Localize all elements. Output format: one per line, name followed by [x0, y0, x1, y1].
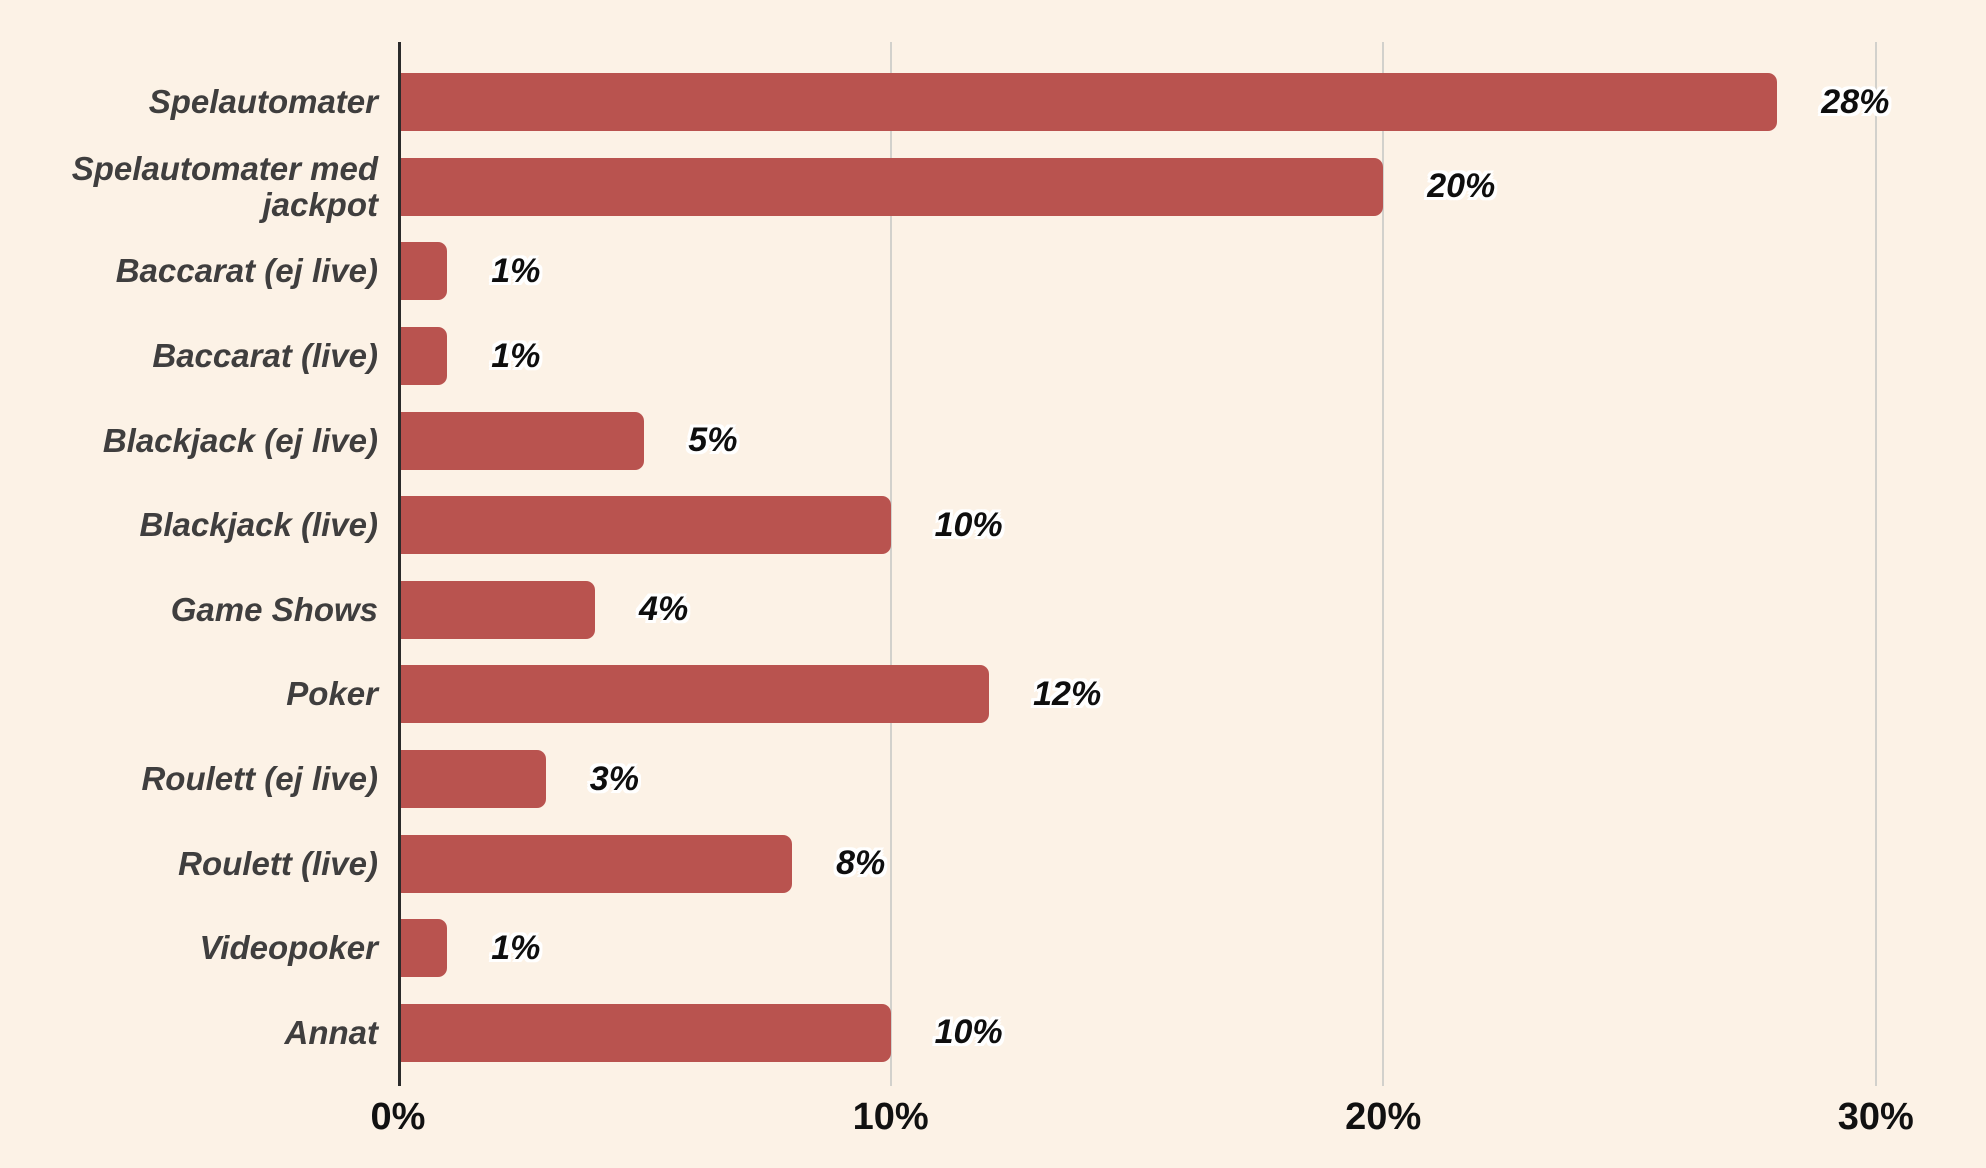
category-row: Blackjack (live) — [40, 483, 378, 568]
bar-row: 3% — [398, 737, 1930, 822]
category-axis-labels: Spelautomater Spelautomater med jackpot Ba… — [40, 60, 378, 1075]
category-label: Blackjack (live) — [139, 506, 378, 544]
bar-row: 1% — [398, 229, 1930, 314]
bar-roulett-ej-live- — [398, 750, 546, 809]
category-label: Baccarat (live) — [152, 337, 378, 375]
category-row: Roulett (live) — [40, 821, 378, 906]
value-label: 10% — [934, 505, 1003, 544]
category-label: Blackjack (ej live) — [102, 421, 378, 459]
category-label: Spelautomater — [148, 83, 378, 121]
value-label: 3% — [589, 759, 639, 798]
bar-row: 12% — [398, 652, 1930, 737]
value-label: 1% — [491, 928, 541, 967]
x-tick-label: 30% — [1837, 1096, 1914, 1138]
bar-row: 1% — [398, 314, 1930, 399]
category-row: Annat — [40, 991, 379, 1076]
value-label: 8% — [836, 844, 886, 883]
bar-game-shows — [398, 580, 596, 639]
bar-row: 20% — [398, 145, 1930, 230]
gridline-10% — [889, 42, 892, 1086]
category-label: Roulett (ej live) — [141, 760, 378, 798]
x-tick-label: 10% — [852, 1096, 929, 1138]
category-label: Game Shows — [170, 590, 378, 628]
bar-baccarat-live- — [398, 327, 448, 386]
value-label: 28% — [1821, 82, 1890, 121]
category-row: Videopoker — [40, 906, 379, 991]
x-axis: 0% 10% 20% 30% — [371, 1096, 1930, 1156]
category-row: Baccarat (live) — [40, 314, 378, 399]
category-row: Blackjack (ej live) — [40, 398, 378, 483]
value-label: 12% — [1033, 674, 1102, 713]
category-row: Roulett (ej live) — [40, 737, 378, 822]
category-label: Videopoker — [199, 929, 379, 967]
bar-row: 4% — [398, 568, 1930, 653]
value-label: 4% — [639, 590, 689, 629]
value-label: 1% — [491, 251, 541, 290]
bar-row: 28% — [398, 60, 1930, 145]
value-label: 5% — [688, 421, 738, 460]
bar-spelautomater-med-jackpot — [398, 157, 1384, 216]
bar-annat — [398, 1003, 891, 1062]
bar-row: 5% — [398, 398, 1930, 483]
value-label: 1% — [491, 336, 541, 375]
x-tick-label: 20% — [1345, 1096, 1422, 1138]
bar-row: 10% — [398, 483, 1930, 568]
bar-videopoker — [398, 919, 448, 978]
plot-area: 28% 20% 1% 1% 5% 10% 4% 12% 3% 8% 1% 10% — [398, 42, 1930, 1086]
bar-baccarat-ej-live- — [398, 242, 448, 301]
bar-rows: 28% 20% 1% 1% 5% 10% 4% 12% 3% 8% 1% 10% — [398, 60, 1930, 1075]
category-label: Annat — [284, 1013, 379, 1051]
category-row: Baccarat (ej live) — [40, 229, 378, 314]
category-row: Spelautomater — [40, 60, 378, 145]
bar-row: 8% — [398, 821, 1930, 906]
x-tick-label: 0% — [370, 1096, 426, 1138]
value-label: 20% — [1427, 167, 1496, 206]
bar-row: 1% — [398, 906, 1930, 991]
bar-poker — [398, 665, 990, 724]
category-label: Spelautomater med jackpot — [71, 149, 378, 223]
gridline-20% — [1382, 42, 1385, 1086]
gridline-30% — [1874, 42, 1877, 1086]
category-label: Poker — [286, 675, 378, 713]
bar-blackjack-ej-live- — [398, 411, 645, 470]
bar-spelautomater — [398, 73, 1778, 132]
category-row: Spelautomater med jackpot — [40, 145, 378, 230]
y-axis-line — [398, 42, 401, 1086]
category-label: Baccarat (ej live) — [115, 252, 378, 290]
bar-blackjack-live- — [398, 496, 891, 555]
category-row: Poker — [40, 652, 378, 737]
value-label: 10% — [934, 1013, 1003, 1052]
category-label: Roulett (live) — [178, 844, 378, 882]
bar-row: 10% — [398, 991, 1930, 1076]
bar-roulett-live- — [398, 834, 793, 893]
category-row: Game Shows — [40, 568, 378, 653]
